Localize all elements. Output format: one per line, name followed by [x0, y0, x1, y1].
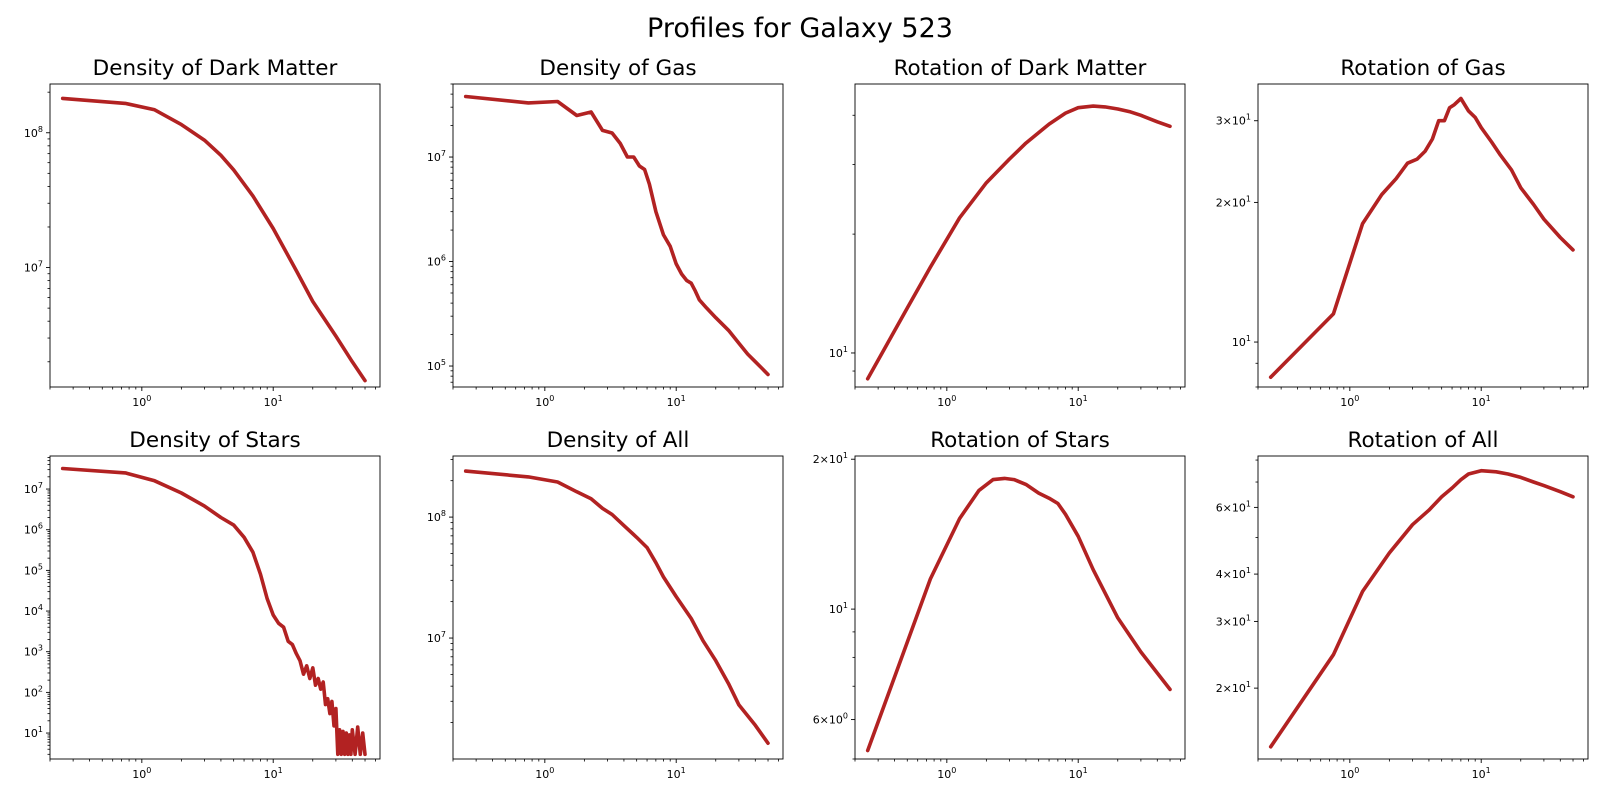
axes-frame: [1257, 83, 1589, 388]
y-tick-label: 2×101: [1216, 194, 1251, 209]
y-tick-label: 106: [24, 522, 43, 537]
x-tick-label: 100: [132, 766, 151, 781]
x-tick-label: 100: [937, 766, 956, 781]
x-tick-label: 100: [535, 766, 554, 781]
y-tick-label: 108: [24, 125, 43, 140]
y-tick-label: 101: [829, 601, 848, 616]
series-line: [1268, 96, 1575, 380]
y-tick-label: 102: [24, 684, 43, 699]
series-line: [60, 466, 367, 757]
subplot-title: Rotation of All: [1348, 428, 1499, 453]
series-line: [463, 94, 770, 377]
x-tick-label: 100: [132, 394, 151, 409]
figure-title: Profiles for Galaxy 523: [647, 13, 953, 44]
y-tick-label: 107: [427, 149, 446, 164]
y-tick-label: 2×101: [1216, 680, 1251, 695]
y-tick-label: 101: [1232, 334, 1251, 349]
x-tick-label: 101: [1069, 394, 1088, 409]
y-tick-label: 2×101: [813, 451, 848, 466]
y-tick-label: 6×101: [1216, 499, 1251, 514]
y-tick-label: 107: [24, 481, 43, 496]
y-tick-label: 3×101: [1216, 113, 1251, 128]
axes-frame: [854, 83, 1186, 388]
axes-frame: [49, 83, 381, 388]
series-line: [865, 476, 1172, 753]
y-tick-label: 108: [427, 509, 446, 524]
y-tick-label: 106: [427, 254, 446, 269]
x-tick-label: 101: [667, 394, 686, 409]
y-tick-label: 101: [829, 345, 848, 360]
subplot-3: Rotation of Dark Matter 100 101 101: [829, 56, 1186, 409]
subplot-title: Density of All: [547, 428, 690, 453]
axes-frame: [452, 83, 784, 388]
x-tick-label: 100: [937, 394, 956, 409]
series-line: [1268, 468, 1575, 749]
axes-frame: [49, 455, 381, 760]
axes-frame: [854, 455, 1186, 760]
x-tick-label: 101: [1069, 766, 1088, 781]
x-tick-label: 101: [1472, 394, 1491, 409]
x-tick-label: 100: [1340, 766, 1359, 781]
y-tick-label: 107: [427, 630, 446, 645]
axes-frame: [1257, 455, 1589, 760]
y-tick-label: 4×101: [1216, 566, 1251, 581]
subplot-title: Rotation of Stars: [930, 428, 1110, 453]
y-tick-label: 105: [24, 562, 43, 577]
subplot-5: Density of Stars 100 101 101 102 103 104 105 106…: [24, 428, 381, 781]
subplot-title: Density of Stars: [129, 428, 300, 453]
subplot-7: Rotation of Stars 100 101 6×100 101 2×101: [813, 428, 1186, 781]
subplot-title: Density of Gas: [539, 56, 696, 81]
series-line: [865, 104, 1172, 381]
y-tick-label: 3×101: [1216, 613, 1251, 628]
x-tick-label: 100: [1340, 394, 1359, 409]
series-line: [60, 96, 367, 383]
x-tick-label: 101: [264, 766, 283, 781]
x-tick-label: 101: [667, 766, 686, 781]
y-tick-label: 105: [427, 358, 446, 373]
subplot-1: Density of Dark Matter 100 101 107 108: [24, 56, 381, 409]
x-tick-label: 101: [1472, 766, 1491, 781]
subplot-6: Density of All 100 101 107 108: [427, 428, 784, 781]
x-tick-label: 100: [535, 394, 554, 409]
x-tick-label: 101: [264, 394, 283, 409]
axes-frame: [452, 455, 784, 760]
y-tick-label: 107: [24, 260, 43, 275]
subplot-title: Density of Dark Matter: [93, 56, 338, 81]
subplot-2: Density of Gas 100 101 105 106 107: [427, 56, 784, 409]
y-tick-label: 103: [24, 644, 43, 659]
series-line: [463, 469, 770, 746]
y-tick-label: 101: [24, 725, 43, 740]
y-tick-label: 6×100: [813, 712, 848, 727]
subplot-8: Rotation of All 100 101 2×101 3×101 4×101 6×10…: [1216, 428, 1589, 781]
subplot-title: Rotation of Dark Matter: [894, 56, 1147, 81]
subplot-4: Rotation of Gas 100 101 101 2×101 3×101: [1216, 56, 1589, 409]
subplot-title: Rotation of Gas: [1340, 56, 1505, 81]
y-tick-label: 104: [24, 603, 43, 618]
